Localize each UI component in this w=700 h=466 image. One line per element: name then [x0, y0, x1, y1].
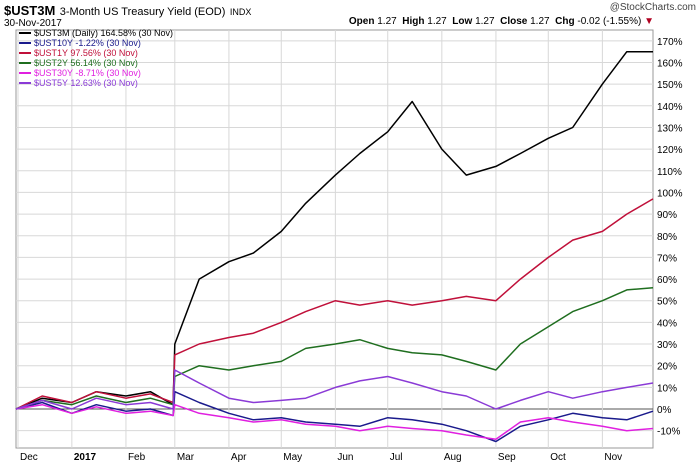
y-tick-label: -10%	[657, 427, 680, 438]
x-tick-label: 2017	[74, 452, 97, 463]
x-tick-label: Sep	[498, 452, 516, 463]
symbol-label: $UST3M	[4, 3, 56, 18]
exchange-label: INDX	[229, 7, 252, 17]
x-tick-label: Apr	[231, 452, 247, 463]
y-tick-label: 170%	[657, 37, 683, 48]
y-tick-label: 60%	[657, 275, 677, 286]
y-tick-label: 50%	[657, 297, 677, 308]
y-tick-label: 120%	[657, 145, 683, 156]
y-tick-label: 160%	[657, 58, 683, 69]
legend-label-ust10y: $UST10Y -1.22% (30 Nov)	[34, 38, 141, 48]
symbol-name: 3-Month US Treasury Yield (EOD)	[59, 6, 226, 18]
legend-label-ust2y: $UST2Y 56.14% (30 Nov)	[34, 58, 138, 68]
down-arrow-icon: ▼	[644, 16, 654, 27]
y-tick-label: 10%	[657, 383, 677, 394]
series-line-ust2y	[15, 286, 654, 410]
low-label: Low	[452, 16, 473, 27]
series-line-ust3m	[15, 50, 653, 410]
y-tick-label: 90%	[657, 210, 677, 221]
y-tick-label: 150%	[657, 80, 683, 91]
y-tick-label: 70%	[657, 253, 677, 264]
x-tick-label: Dec	[20, 452, 38, 463]
plot-frame	[15, 29, 654, 449]
x-tick-label: Aug	[444, 452, 462, 463]
series-line-ust5y	[15, 369, 654, 410]
high-label: High	[402, 16, 425, 27]
y-tick-label: 20%	[657, 362, 677, 373]
open-value: 1.27	[377, 16, 397, 27]
y-tick-label: 100%	[657, 188, 683, 199]
y-tick-label: 140%	[657, 102, 683, 113]
x-tick-label: Jul	[390, 452, 403, 463]
y-tick-label: 40%	[657, 318, 677, 329]
series-line-ust10y	[15, 390, 654, 443]
high-value: 1.27	[427, 16, 447, 27]
y-tick-label: 0%	[657, 405, 672, 416]
y-tick-label: 30%	[657, 340, 677, 351]
x-tick-label: May	[283, 452, 302, 463]
watermark: @StockCharts.com	[609, 2, 696, 13]
close-value: 1.27	[530, 16, 550, 27]
chg-value: -0.02 (-1.55%)	[577, 16, 642, 27]
legend-label-ust30y: $UST30Y -8.71% (30 Nov)	[34, 68, 141, 78]
series-line-ust30y	[15, 403, 654, 441]
open-label: Open	[348, 16, 375, 27]
y-tick-label: 110%	[657, 167, 682, 178]
x-tick-label: Mar	[177, 452, 195, 463]
close-label: Close	[500, 16, 528, 27]
y-tick-label: 130%	[657, 123, 683, 134]
x-tick-label: Oct	[550, 452, 566, 463]
legend-label-ust3m: $UST3M (Daily) 164.58% (30 Nov)	[34, 28, 173, 38]
x-tick-label: Nov	[604, 452, 622, 463]
chart-header: $UST3M 3-Month US Treasury Yield (EOD) I…	[4, 2, 251, 20]
ohlc-summary: Open 1.27 High 1.27 Low 1.27 Close 1.27 …	[349, 16, 654, 27]
chart-date: 30-Nov-2017	[4, 18, 62, 29]
legend-label-ust1y: $UST1Y 97.56% (30 Nov)	[34, 48, 138, 58]
chg-label: Chg	[555, 16, 575, 27]
legend-label-ust5y: $UST5Y 12.63% (30 Nov)	[34, 78, 138, 88]
x-tick-label: Feb	[128, 452, 146, 463]
series-line-ust1y	[15, 198, 654, 410]
y-tick-label: 80%	[657, 232, 677, 243]
x-tick-label: Jun	[337, 452, 353, 463]
low-value: 1.27	[475, 16, 495, 27]
